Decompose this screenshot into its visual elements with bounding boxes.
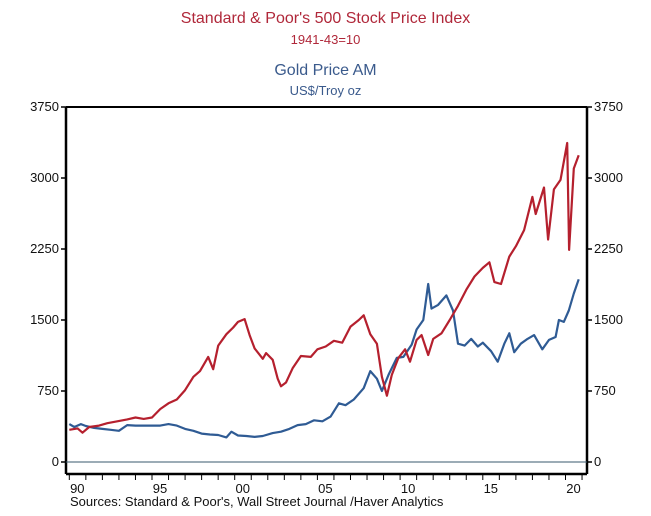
y-tick-label-left: 1500 <box>30 312 59 327</box>
x-tick-label: 10 <box>401 481 415 496</box>
gold-subtitle: US$/Troy oz <box>289 83 362 98</box>
x-tick-label: 20 <box>566 481 580 496</box>
y-tick-label-right: 3000 <box>594 170 623 185</box>
y-tick-label-right: 3750 <box>594 99 623 114</box>
gold-title: Gold Price AM <box>274 62 377 79</box>
y-tick-label-left: 3000 <box>30 170 59 185</box>
source-note: Sources: Standard & Poor's, Wall Street … <box>70 494 444 509</box>
x-tick-label: 00 <box>235 481 249 496</box>
gold-line <box>68 278 580 439</box>
x-tick-label: 05 <box>318 481 332 496</box>
y-tick-label-right: 750 <box>594 383 616 398</box>
y-tick-label-left: 0 <box>52 454 59 469</box>
y-tick-label-right: 0 <box>594 454 601 469</box>
x-tick-label: 15 <box>484 481 498 496</box>
sp500-subtitle: 1941-43=10 <box>290 32 361 47</box>
x-tick-label: 90 <box>70 481 84 496</box>
axes: 0750150022503000375007501500225030003750… <box>30 99 623 496</box>
y-tick-label-right: 2250 <box>594 241 623 256</box>
sp500-line <box>69 141 580 434</box>
y-tick-label-left: 3750 <box>30 99 59 114</box>
x-tick-label: 95 <box>153 481 167 496</box>
series-group <box>68 141 580 439</box>
sp500-title: Standard & Poor's 500 Stock Price Index <box>180 10 471 27</box>
y-tick-label-left: 2250 <box>30 241 59 256</box>
y-tick-label-right: 1500 <box>594 312 623 327</box>
y-tick-label-left: 750 <box>37 383 59 398</box>
